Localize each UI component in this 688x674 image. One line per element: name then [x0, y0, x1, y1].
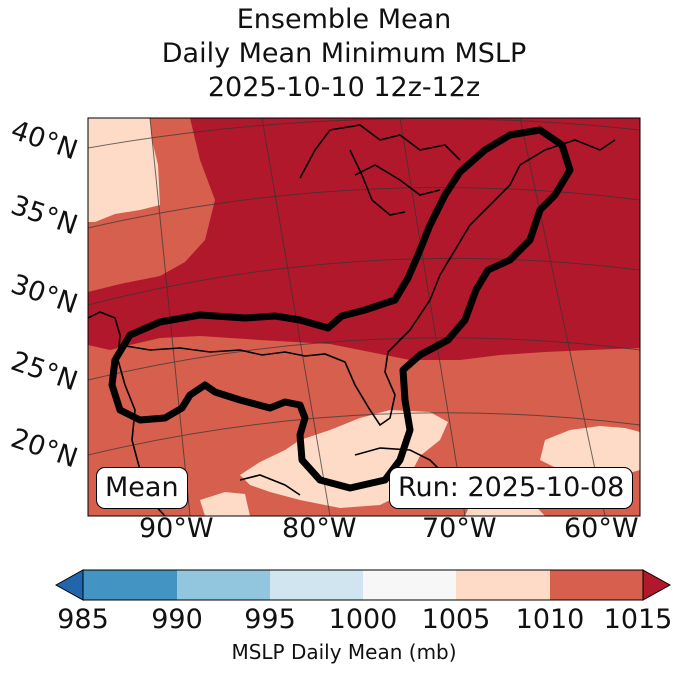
colorbar-tick: 1000 [328, 604, 398, 635]
colorbar-tick: 1015 [603, 604, 673, 635]
title-line-3: 2025-10-10 12z-12z [207, 72, 481, 103]
pressure-field-1000-1005-sw [200, 492, 250, 516]
mean-label-box: Mean [96, 467, 188, 509]
title-line-2: Daily Mean Minimum MSLP [161, 38, 527, 69]
colorbar-bin-1005-1010 [456, 570, 550, 600]
colorbar-tick: 1010 [515, 604, 585, 635]
colorbar-bin-1010-1015 [550, 570, 643, 600]
lon-label-70: 70°W [422, 513, 497, 544]
pressure-field-1000-1005-nw2 [88, 118, 115, 150]
colorbar-tick: 990 [151, 604, 203, 635]
pressure-field-1000-1005-se [540, 426, 640, 478]
colorbar-tick: 985 [57, 604, 109, 635]
colorbar-bin-990-995 [177, 570, 270, 600]
run-date-box: Run: 2025-10-08 [389, 467, 634, 509]
colorbar-extend-high [642, 569, 672, 601]
lon-label-90: 90°W [139, 513, 214, 544]
map-frame [87, 117, 641, 517]
contour-line [108, 126, 574, 492]
lon-label-60: 60°W [564, 513, 639, 544]
colorbar-bin-995-1000 [270, 570, 363, 600]
colorbar-label: MSLP Daily Mean (mb) [231, 640, 457, 664]
colorbar [54, 569, 672, 601]
title-line-1: Ensemble Mean [236, 4, 452, 35]
colorbar-tick: 995 [244, 604, 296, 635]
colorbar-bin-1000-1005 [363, 570, 456, 600]
lon-label-80: 80°W [282, 513, 357, 544]
colorbar-extend-low [54, 569, 84, 601]
colorbar-tick: 1005 [421, 604, 491, 635]
colorbar-bin-985-990 [83, 570, 177, 600]
